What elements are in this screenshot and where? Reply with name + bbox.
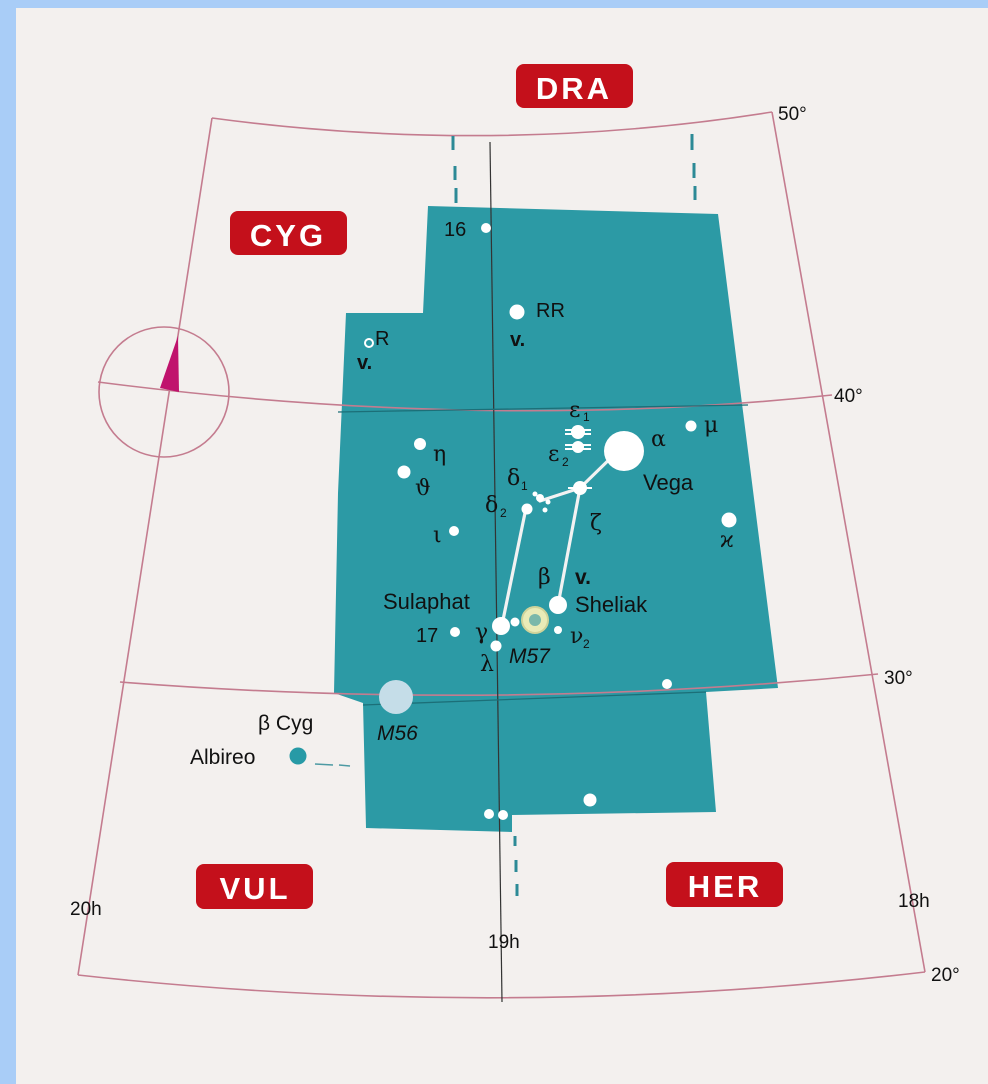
star-kappa	[721, 512, 737, 528]
star-nu2	[554, 626, 562, 634]
neighbor-label-her: HER	[688, 869, 762, 904]
label-delta1: δ	[507, 466, 520, 491]
label-nu2: ν	[570, 624, 583, 649]
label-sheliak: Sheliak	[575, 592, 648, 617]
star-chart-page: DRA CYG VUL HER 50° 40° 30° 20° 20h 19h …	[16, 8, 988, 1084]
dec-label-40: 40°	[834, 386, 863, 407]
star-epsilon1	[571, 425, 585, 439]
dec-30-boundary	[362, 691, 707, 706]
albireo-star	[289, 747, 307, 765]
label-nu2-sub: 2	[583, 637, 590, 651]
label-sulaphat: Sulaphat	[383, 589, 470, 614]
label-beta-cyg: β Cyg	[258, 712, 313, 735]
neighbor-label-cyg: CYG	[250, 218, 326, 253]
dec-label-30: 30°	[884, 668, 913, 689]
label-rr-var: v.	[510, 329, 525, 351]
star-lambda	[490, 640, 502, 652]
position-circle	[98, 326, 230, 458]
badge-cyg-bg	[230, 211, 347, 255]
label-delta1-sub: 1	[521, 479, 528, 493]
dec-label-50: 50°	[778, 104, 807, 125]
label-epsilon1-sub: 1	[583, 410, 590, 424]
label-m57: M57	[509, 645, 551, 668]
label-16: 16	[444, 219, 466, 241]
label-eta: η	[433, 442, 446, 467]
star-eta	[414, 438, 426, 450]
label-zeta: ζ	[590, 511, 602, 536]
badge-vul-bg	[196, 864, 313, 909]
label-17: 17	[416, 625, 438, 647]
badge-dra-bg	[516, 64, 633, 108]
ra-19h-line	[489, 141, 503, 1003]
neighbor-label-dra: DRA	[536, 71, 612, 106]
star-theta	[397, 465, 411, 479]
star-delta2	[521, 503, 533, 515]
label-theta: ϑ	[415, 476, 431, 501]
label-epsilon2: ε	[548, 442, 559, 467]
star-vega	[604, 431, 644, 471]
star-beta-sheliak	[549, 596, 567, 614]
badge-her-bg	[666, 862, 783, 907]
m57-center	[529, 614, 541, 626]
ra-label-18h: 18h	[898, 891, 930, 912]
label-mu: μ	[704, 413, 718, 438]
dec-label-20: 20°	[931, 965, 960, 986]
label-beta-var: v.	[575, 566, 591, 589]
label-delta2: δ	[485, 493, 498, 518]
label-gamma: γ	[475, 620, 488, 645]
label-albireo: Albireo	[190, 746, 255, 769]
star-epsilon2	[572, 441, 584, 453]
direction-pointer-icon	[160, 336, 179, 392]
label-epsilon2-sub: 2	[562, 455, 569, 469]
label-r-var: v.	[357, 352, 372, 374]
label-delta2-sub: 2	[500, 506, 507, 520]
neighbor-label-vul: VUL	[220, 871, 291, 906]
star-delta1	[536, 494, 544, 502]
star-17	[450, 627, 460, 637]
constellation-lyra-area	[334, 206, 778, 832]
star-labels: 16 RR v. R v. η ϑ ι ε 1 ε 2 δ 1 δ 2 ζ α …	[190, 219, 734, 769]
label-m56: M56	[377, 722, 418, 745]
m56-cluster	[379, 680, 413, 714]
label-r: R	[375, 328, 389, 350]
lyra-star-chart: DRA CYG VUL HER 50° 40° 30° 20° 20h 19h …	[70, 64, 960, 1003]
dec-40-boundary	[337, 404, 749, 413]
epsilon-double-markers	[565, 429, 591, 450]
star-mu	[685, 420, 697, 432]
albireo-pointer	[314, 763, 351, 767]
star-16	[481, 223, 491, 233]
label-alpha: α	[651, 427, 666, 452]
ra-label-19h: 19h	[488, 932, 520, 953]
label-iota: ι	[433, 523, 442, 548]
boundary-dashes	[451, 134, 697, 896]
label-epsilon1: ε	[569, 398, 580, 423]
star-r	[364, 338, 374, 348]
label-lambda: λ	[480, 652, 494, 677]
label-beta: β	[538, 565, 551, 590]
label-kappa: ϰ	[720, 528, 734, 553]
star-rr	[509, 304, 525, 320]
star-gamma-sulaphat	[492, 617, 510, 635]
star-iota	[449, 526, 459, 536]
label-vega: Vega	[643, 470, 694, 495]
ra-label-20h: 20h	[70, 899, 102, 920]
label-rr: RR	[536, 300, 565, 322]
